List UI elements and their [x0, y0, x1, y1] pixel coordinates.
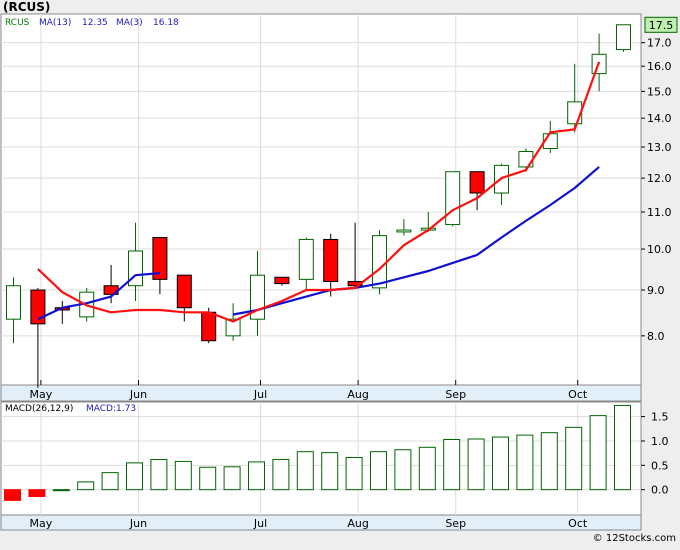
- last-price-box: [644, 16, 678, 33]
- macd-positive-bar: [443, 439, 461, 491]
- moving-average-line: [232, 166, 600, 316]
- price-date-label: Aug: [347, 388, 368, 401]
- macd-positive-bar: [126, 462, 143, 491]
- legend-ma13-value: 12.35: [82, 18, 108, 28]
- down-candle: [176, 274, 192, 309]
- price-date-label: May: [30, 388, 53, 401]
- price-tick-label: 9.0: [647, 284, 665, 297]
- down-candle: [152, 237, 168, 280]
- up-candle: [445, 171, 461, 226]
- last-price-marker: 17.5: [644, 16, 678, 33]
- price-panel: [0, 13, 642, 386]
- last-price-label: 17.5: [649, 19, 674, 32]
- price-tick-label: 14.0: [647, 112, 672, 125]
- macd-tick-label: 1.0: [651, 435, 669, 448]
- legend-symbol: RCUS: [5, 18, 30, 28]
- macd-positive-bar: [467, 438, 485, 491]
- price-tick-label: 12.0: [647, 172, 672, 185]
- macd-positive-bar: [296, 451, 314, 491]
- down-candle: [201, 311, 217, 342]
- price-date-label: Sep: [445, 388, 466, 401]
- down-candle: [30, 289, 46, 325]
- legend-ma3-label: MA(3): [116, 18, 143, 28]
- macd-date-label: Oct: [568, 517, 588, 530]
- macd-positive-bar: [516, 434, 534, 491]
- price-legend: RCUS MA(13) 12.35 MA(3) 16.18: [5, 18, 179, 28]
- price-tick-label: 11.0: [647, 206, 672, 219]
- price-date-label: Jul: [253, 388, 267, 401]
- legend-ma3-value: 16.18: [153, 18, 179, 28]
- macd-positive-bar: [52, 489, 70, 492]
- moving-average-line: [37, 272, 160, 321]
- macd-tick-label: 0.5: [651, 459, 669, 472]
- macd-negative-bar: [4, 489, 21, 501]
- macd-positive-bar: [614, 404, 631, 491]
- macd-positive-bar: [589, 415, 607, 491]
- macd-positive-bar: [492, 436, 509, 491]
- macd-positive-bar: [418, 446, 436, 491]
- moving-average-lines: [37, 61, 601, 323]
- price-tick-label: 13.0: [647, 141, 672, 154]
- macd-legend-label: MACD(26,12,9): [5, 404, 73, 414]
- price-date-label: Jun: [129, 388, 147, 401]
- legend-ma13-label: MA(13): [39, 18, 71, 28]
- up-candle: [6, 285, 21, 320]
- macd-date-label: Jul: [253, 517, 267, 530]
- chart-title: (RCUS): [3, 0, 50, 14]
- price-tick-label: 16.0: [647, 60, 672, 73]
- macd-positive-bar: [101, 472, 119, 491]
- macd-positive-bar: [199, 466, 217, 491]
- up-candle: [298, 238, 314, 280]
- price-tick-label: 10.0: [647, 243, 672, 256]
- up-candle: [616, 24, 631, 51]
- macd-tick-label: 1.5: [651, 411, 669, 424]
- price-date-axis: [0, 384, 642, 402]
- macd-date-label: Jun: [129, 517, 147, 530]
- macd-negative-bar: [28, 489, 46, 497]
- price-y-axis: 8.0 9.0 10.0 11.0 12.0 13.0 14.0 15.0 16.0 17.0: [641, 37, 672, 343]
- down-candle: [274, 276, 290, 285]
- macd-positive-bar: [321, 452, 339, 491]
- price-date-label: Oct: [568, 388, 588, 401]
- macd-positive-bar: [272, 458, 290, 491]
- down-candle: [469, 171, 485, 194]
- price-x-axis-labels: May Jun Jul Aug Sep Oct: [30, 380, 588, 401]
- macd-date-label: Aug: [347, 517, 368, 530]
- macd-positive-bar: [345, 457, 363, 491]
- moving-average-line: [37, 61, 601, 323]
- macd-legend: MACD(26,12,9) MACD:1.73: [5, 404, 136, 414]
- price-tick-label: 15.0: [647, 85, 672, 98]
- up-candle: [372, 235, 387, 289]
- up-candle: [396, 229, 412, 233]
- macd-positive-bar: [370, 451, 387, 491]
- macd-positive-bar: [394, 449, 412, 491]
- macd-positive-bar: [248, 461, 265, 491]
- macd-histogram: [4, 404, 631, 501]
- macd-y-axis: 0.0 0.5 1.0 1.5: [641, 411, 669, 497]
- macd-positive-bar: [150, 458, 168, 491]
- macd-panel: [0, 401, 642, 516]
- price-tick-label: 8.0: [647, 330, 665, 343]
- watermark: © 12Stocks.com: [593, 533, 676, 544]
- macd-positive-bar: [174, 460, 192, 491]
- macd-positive-bar: [77, 481, 95, 491]
- macd-tick-label: 0.0: [651, 484, 669, 497]
- macd-positive-bar: [223, 466, 241, 491]
- macd-positive-bar: [540, 432, 558, 491]
- macd-x-axis-labels: May Jun Jul Aug Sep Oct: [30, 517, 588, 530]
- price-tick-label: 17.0: [647, 37, 672, 50]
- down-candle: [323, 238, 339, 282]
- up-candle: [225, 318, 241, 337]
- up-candle: [518, 151, 534, 168]
- macd-date-label: Sep: [445, 517, 466, 530]
- macd-positive-bar: [565, 426, 583, 491]
- macd-date-axis: [0, 514, 642, 531]
- macd-legend-value: MACD:1.73: [86, 404, 136, 414]
- macd-date-label: May: [30, 517, 53, 530]
